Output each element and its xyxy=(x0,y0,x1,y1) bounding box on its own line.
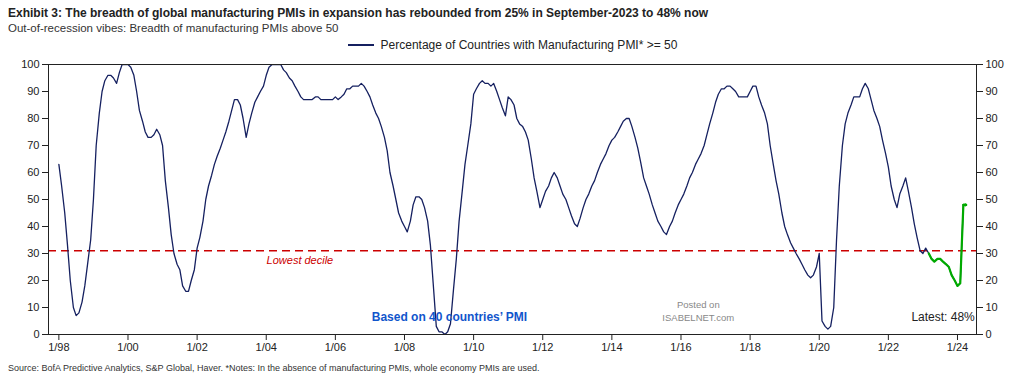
svg-text:10: 10 xyxy=(986,301,998,313)
svg-text:100: 100 xyxy=(986,58,1004,70)
svg-text:1/14: 1/14 xyxy=(601,341,622,353)
html-text:Percentage of Countries with M: Percentage of Countries with Manufacturi… xyxy=(380,38,678,52)
svg-text:1/18: 1/18 xyxy=(739,341,760,353)
svg-text:60: 60 xyxy=(27,166,39,178)
html-text:Source: BofA Predictive Analyt: Source: BofA Predictive Analytics, S&P G… xyxy=(8,363,540,373)
svg-text:30: 30 xyxy=(27,247,39,259)
svg-text:Latest: 48%: Latest: 48% xyxy=(911,310,975,324)
svg-text:70: 70 xyxy=(986,139,998,151)
html-text:Out-of-recession vibes: Breadt: Out-of-recession vibes: Breadth of manuf… xyxy=(8,22,339,34)
svg-text:0: 0 xyxy=(986,328,992,340)
svg-text:90: 90 xyxy=(986,85,998,97)
svg-text:1/08: 1/08 xyxy=(394,341,415,353)
svg-text:Posted on: Posted on xyxy=(677,299,720,310)
svg-text:Based on 40 countries’ PMI: Based on 40 countries’ PMI xyxy=(372,310,527,324)
svg-text:10: 10 xyxy=(27,301,39,313)
svg-text:40: 40 xyxy=(986,220,998,232)
svg-text:1/98: 1/98 xyxy=(48,341,69,353)
svg-text:80: 80 xyxy=(986,112,998,124)
svg-text:60: 60 xyxy=(986,166,998,178)
svg-text:1/10: 1/10 xyxy=(463,341,484,353)
svg-text:50: 50 xyxy=(986,193,998,205)
svg-text:30: 30 xyxy=(986,247,998,259)
svg-text:1/24: 1/24 xyxy=(947,341,968,353)
svg-text:1/02: 1/02 xyxy=(186,341,207,353)
html-text:Exhibit 3: The breadth of glob: Exhibit 3: The breadth of global manufac… xyxy=(8,6,709,20)
svg-text:1/12: 1/12 xyxy=(532,341,553,353)
svg-text:1/06: 1/06 xyxy=(325,341,346,353)
svg-text:50: 50 xyxy=(27,193,39,205)
svg-text:Lowest decile: Lowest decile xyxy=(267,254,334,266)
svg-text:40: 40 xyxy=(27,220,39,232)
svg-text:1/04: 1/04 xyxy=(256,341,277,353)
svg-text:1/22: 1/22 xyxy=(878,341,899,353)
svg-text:20: 20 xyxy=(986,274,998,286)
svg-text:100: 100 xyxy=(21,58,39,70)
svg-text:0: 0 xyxy=(33,328,39,340)
svg-text:1/00: 1/00 xyxy=(117,341,138,353)
svg-text:70: 70 xyxy=(27,139,39,151)
svg-text:1/16: 1/16 xyxy=(670,341,691,353)
svg-text:90: 90 xyxy=(27,85,39,97)
svg-text:1/20: 1/20 xyxy=(809,341,830,353)
svg-text:80: 80 xyxy=(27,112,39,124)
svg-text:ISABELNET.com: ISABELNET.com xyxy=(662,312,734,323)
svg-text:20: 20 xyxy=(27,274,39,286)
